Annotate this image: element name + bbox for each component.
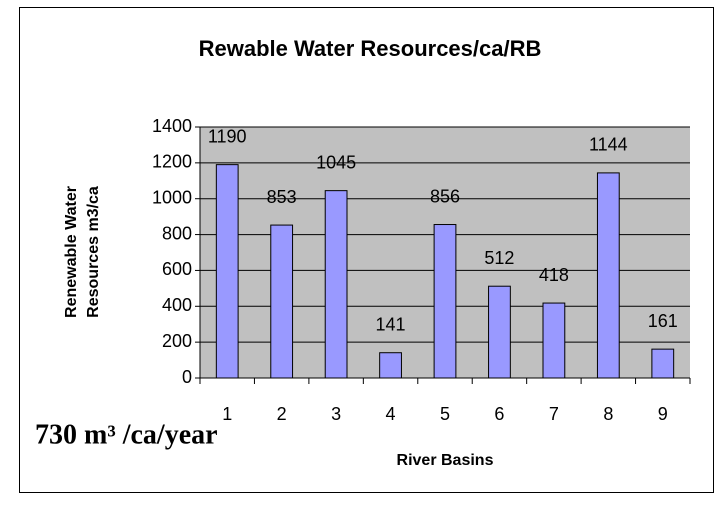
x-tick-label: 2 [277,404,287,424]
x-tick-label: 7 [549,404,559,424]
bar [433,224,457,379]
bar [270,224,294,379]
data-label: 1144 [589,135,628,155]
bar [324,190,348,379]
y-axis-label: Resources m3/ca [85,186,102,318]
x-tick-label: 8 [603,404,613,424]
annotation: 730 m³ /ca/year [35,419,218,450]
y-tick-label: 0 [182,367,192,387]
data-label: 418 [539,265,569,285]
bar [596,172,620,379]
data-label: 512 [484,248,514,268]
data-label: 856 [430,186,460,206]
bar [215,164,239,379]
y-tick-label: 1400 [152,116,192,136]
data-label: 1190 [208,126,247,146]
x-tick-label: 1 [222,404,232,424]
bar [379,352,402,379]
x-tick-label: 4 [386,404,396,424]
bar [651,348,675,379]
data-label: 141 [376,314,406,334]
y-tick-label: 600 [162,259,192,279]
data-label: 1045 [316,152,356,172]
chart-title: Rewable Water Resources/ca/RB [199,36,542,61]
bar [488,285,511,379]
data-label: 853 [267,187,297,207]
data-label: 161 [648,311,678,331]
x-tick-label: 9 [658,404,668,424]
y-tick-label: 1200 [152,152,192,172]
y-tick-label: 200 [162,331,192,351]
x-tick-label: 5 [440,404,450,424]
x-tick-label: 6 [494,404,504,424]
x-tick-label: 3 [331,404,341,424]
x-axis-label: River Basins [397,452,494,469]
y-tick-label: 800 [162,223,192,243]
bar [542,302,566,379]
y-tick-label: 400 [162,295,192,315]
y-axis-label: Renewable Water [63,186,80,318]
y-tick-label: 1000 [152,187,192,207]
